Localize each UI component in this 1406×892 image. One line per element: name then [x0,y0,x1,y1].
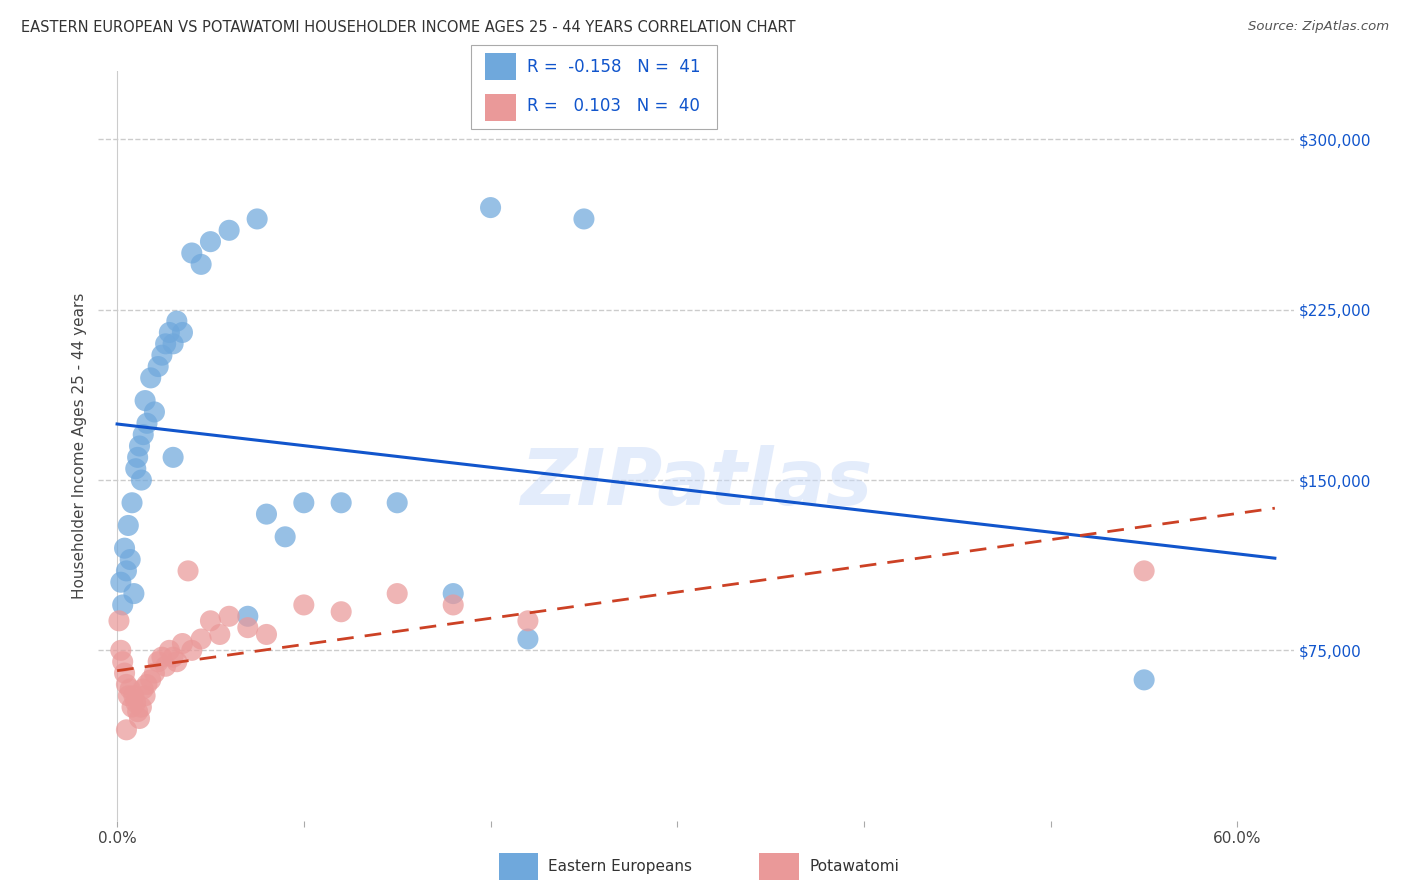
Point [208,627,231,641]
Point [132,427,155,442]
Point [120,552,142,566]
Point [121,496,143,510]
Point [292,598,315,612]
Point [114,666,136,681]
Point [172,636,194,650]
Text: EASTERN EUROPEAN VS POTAWATOMI HOUSEHOLDER INCOME AGES 25 - 44 YEARS CORRELATION: EASTERN EUROPEAN VS POTAWATOMI HOUSEHOLD… [21,20,796,35]
Point [117,518,139,533]
Point [134,689,156,703]
Point [131,473,153,487]
Point [166,655,188,669]
Text: Eastern Europeans: Eastern Europeans [548,859,692,873]
Point [110,575,132,590]
Point [479,201,502,215]
Point [516,632,538,646]
Point [143,666,166,681]
Point [122,689,145,703]
Point [330,496,353,510]
Point [1133,673,1156,687]
Point [143,405,166,419]
Point [162,336,184,351]
Point [120,681,142,696]
Point [110,643,132,657]
Point [150,650,173,665]
Point [218,223,240,237]
Point [148,655,170,669]
Point [115,564,138,578]
Point [441,598,464,612]
Point [166,314,188,328]
Point [274,530,297,544]
Point [115,723,138,737]
Point [111,655,134,669]
Point [139,371,162,385]
Point [1133,564,1156,578]
Point [125,461,148,475]
Point [200,614,222,628]
Point [218,609,240,624]
Point [385,586,409,600]
Text: ZIPatlas: ZIPatlas [520,445,872,522]
Point [136,677,159,691]
Point [200,235,222,249]
Point [256,627,278,641]
Point [516,614,538,628]
Point [172,326,194,340]
Point [148,359,170,374]
Point [157,326,180,340]
Point [157,643,180,657]
Point [236,621,259,635]
Point [114,541,136,556]
Point [108,614,131,628]
Point [180,643,202,657]
Point [150,348,173,362]
Point [330,605,353,619]
Point [162,450,184,465]
Point [572,211,595,226]
Point [139,673,162,687]
Point [122,586,145,600]
Point [155,659,177,673]
Text: R =   0.103   N =  40: R = 0.103 N = 40 [527,97,700,115]
Point [128,711,150,725]
Point [385,496,409,510]
Point [127,705,149,719]
Point [117,689,139,703]
Point [125,696,148,710]
Point [121,700,143,714]
Point [177,564,200,578]
Point [127,450,149,465]
Point [128,439,150,453]
Point [115,677,138,691]
Point [180,246,202,260]
Text: Potawatomi: Potawatomi [810,859,900,873]
Point [111,598,134,612]
Point [134,393,156,408]
Point [132,681,155,696]
Point [162,650,184,665]
Text: Source: ZipAtlas.com: Source: ZipAtlas.com [1249,20,1389,33]
Y-axis label: Householder Income Ages 25 - 44 years: Householder Income Ages 25 - 44 years [72,293,87,599]
Point [256,507,278,521]
Point [131,700,153,714]
Point [155,336,177,351]
Point [236,609,259,624]
Point [136,417,159,431]
Text: R =  -0.158   N =  41: R = -0.158 N = 41 [527,59,700,77]
Point [441,586,464,600]
Point [246,211,269,226]
Point [190,632,212,646]
Point [190,257,212,271]
Point [292,496,315,510]
